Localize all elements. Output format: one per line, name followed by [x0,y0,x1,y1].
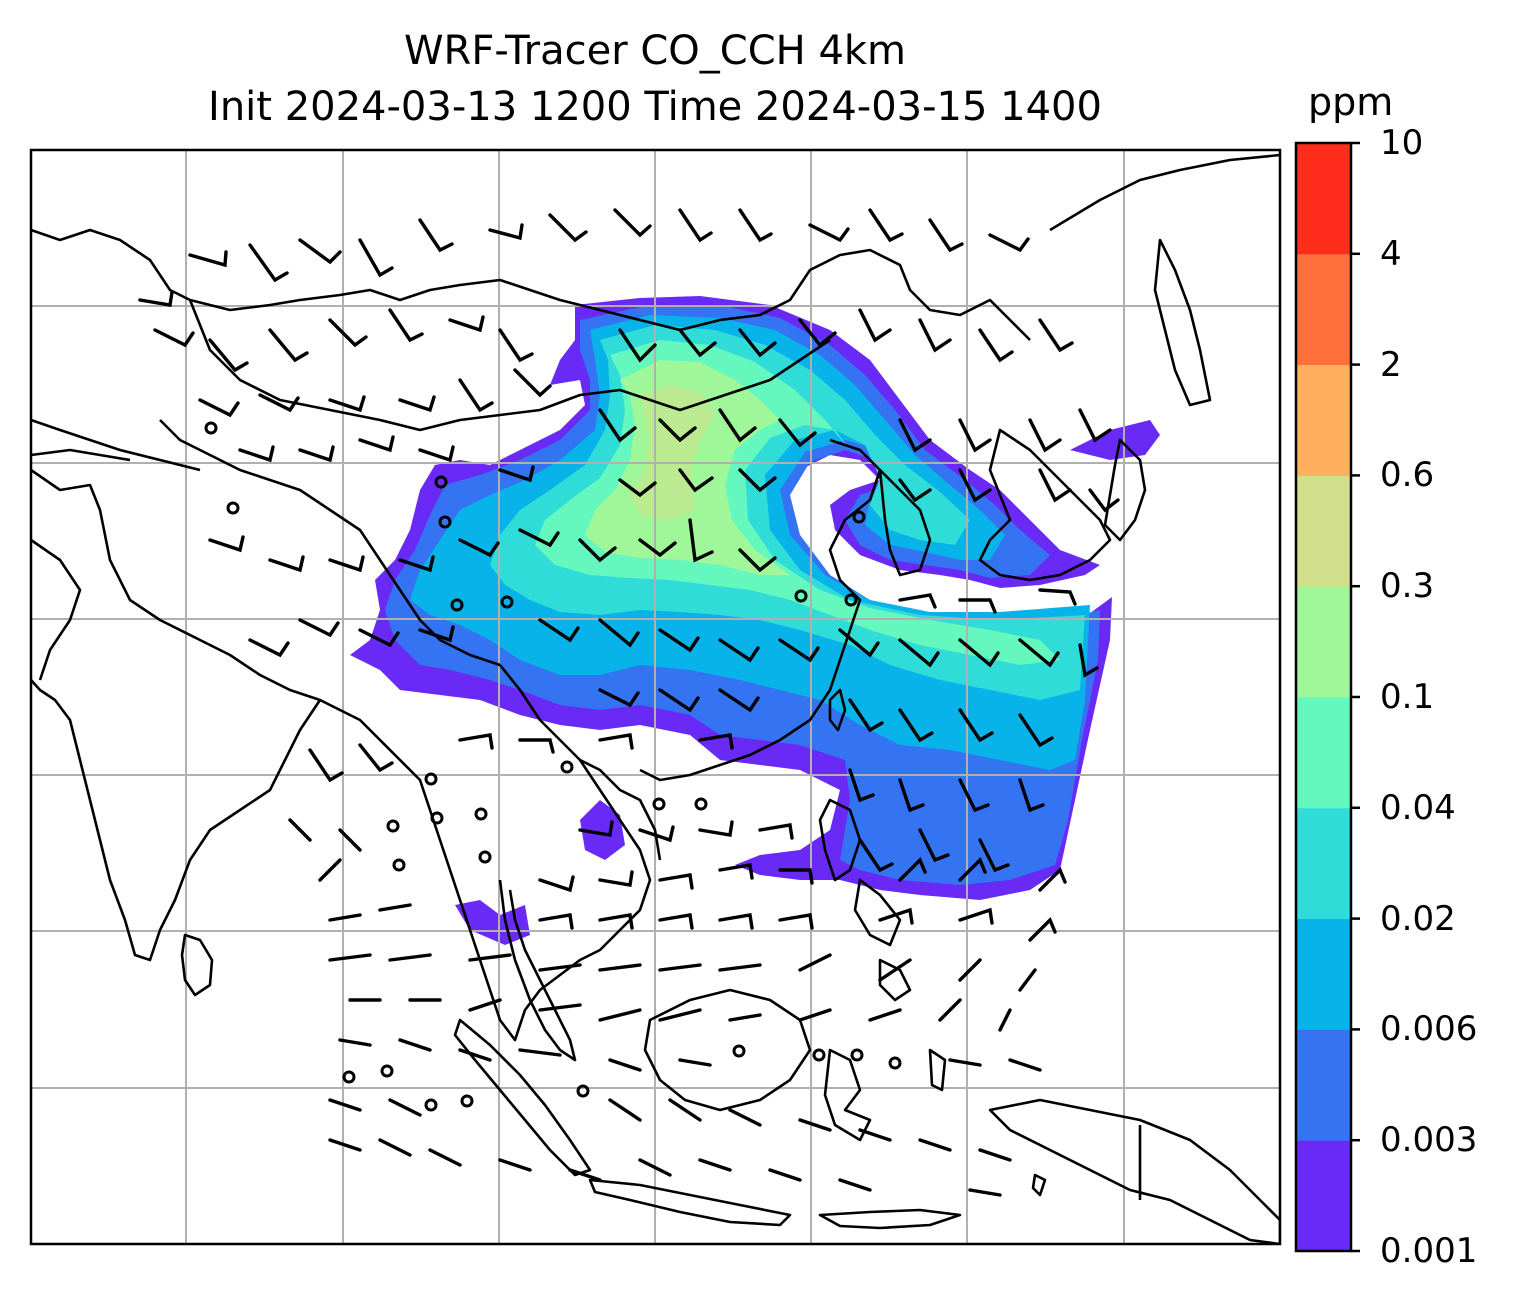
tracer-plume [350,296,1160,945]
colorbar-segment [1296,1140,1351,1252]
plume-patch [580,800,625,860]
colorbar-segment [1296,918,1351,1030]
colorbar [1296,141,1360,1253]
plume-patch [1070,420,1160,460]
colorbar-segment [1296,475,1351,587]
title-line-1: WRF-Tracer CO_CCH 4km [403,28,907,74]
colorbar-tick-label: 0.003 [1380,1120,1478,1161]
map-frame [29,148,1282,1246]
colorbar-tick-label: 0.3 [1380,566,1435,607]
colorbar-tick-label: 4 [1380,233,1402,274]
colorbar-tick-label: 2 [1380,344,1402,385]
calm-wind-markers [204,421,902,1112]
coastlines [31,153,1280,1244]
colorbar-tick-label: 0.6 [1380,455,1435,496]
colorbar-segment [1296,586,1351,698]
colorbar-segment [1296,1029,1351,1141]
colorbar-tick-label: 10 [1380,123,1424,163]
colorbar-tick-label: 0.001 [1380,1231,1478,1271]
map-area [31,150,1280,1244]
colorbar-tick-label: 0.006 [1380,1009,1478,1050]
colorbar-segment [1296,253,1351,366]
colorbar-segment [1296,143,1351,255]
colorbar-segment [1296,364,1351,476]
colorbar-frame [1294,141,1353,1253]
colorbar-segment [1296,697,1351,809]
title-line-2: Init 2024-03-13 1200 Time 2024-03-15 140… [208,84,1102,130]
colorbar-tick-label: 0.04 [1380,787,1456,828]
wind-barbs [138,208,1120,1197]
colorbar-segment [1296,807,1351,920]
colorbar-unit-label: ppm [1308,80,1394,124]
plume-patch [455,900,530,945]
colorbar-tick-label: 0.02 [1380,898,1456,939]
colorbar-tick-label: 0.1 [1380,677,1435,717]
